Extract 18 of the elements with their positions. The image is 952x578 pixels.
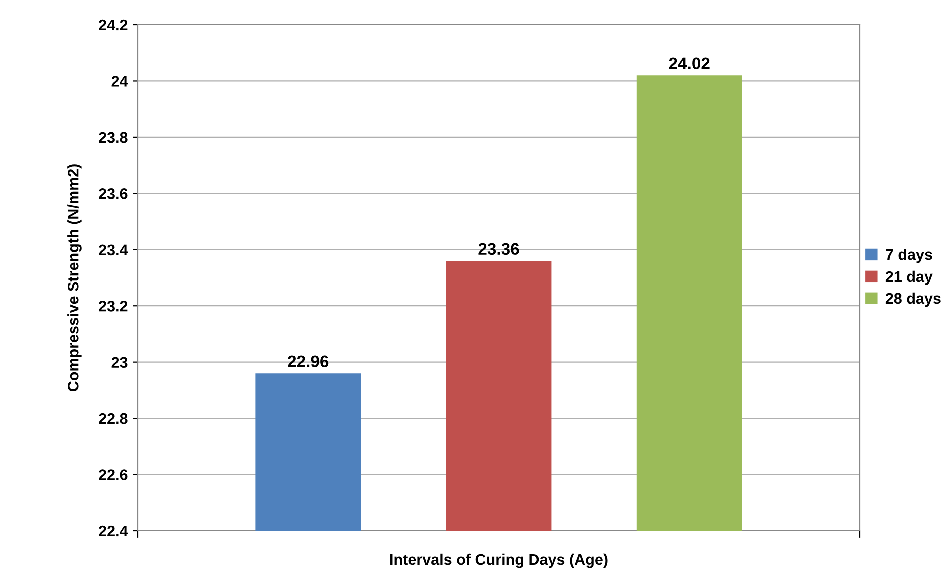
legend-label: 7 days: [886, 248, 932, 264]
x-axis-title: Intervals of Curing Days (Age): [390, 554, 608, 568]
data-label: 24.02: [669, 58, 710, 70]
legend-label: 21 day: [886, 270, 933, 286]
y-tick-label: 22.8: [99, 413, 128, 424]
y-tick-label: 23.4: [99, 244, 128, 256]
data-label: 23.36: [478, 243, 520, 256]
y-tick-label: 23.2: [99, 300, 128, 312]
y-tick-label: 22.6: [99, 470, 128, 480]
y-axis-title: Compressive Strength (N/mm2): [68, 164, 82, 392]
data-label: 22.96: [288, 356, 329, 368]
legend-label: 28 days: [886, 292, 941, 308]
y-tick-label: 22.4: [99, 526, 128, 537]
y-tick-label: 24: [112, 76, 128, 87]
y-tick-label: 23: [112, 357, 128, 368]
y-tick-label: 24.2: [99, 20, 128, 31]
y-tick-label: 23.6: [99, 188, 128, 200]
y-tick-label: 23.8: [99, 132, 128, 144]
